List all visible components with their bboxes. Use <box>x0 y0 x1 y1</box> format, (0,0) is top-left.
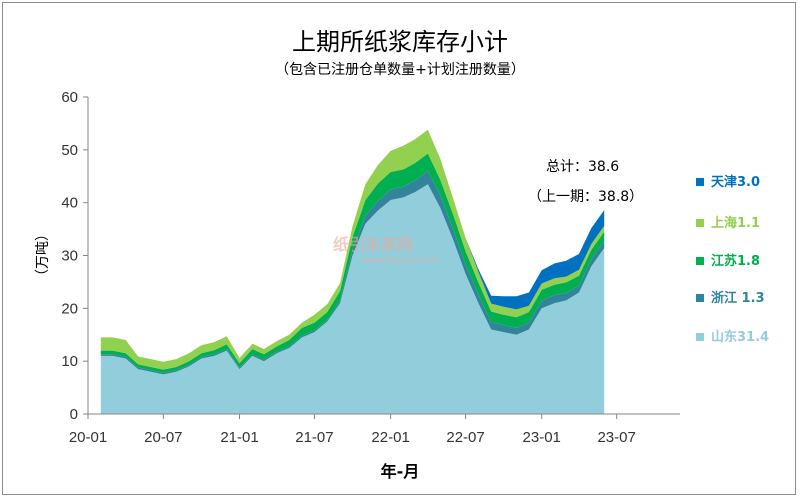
legend-label-1: 上海1.1 <box>711 215 760 231</box>
x-tick-label-4: 22-01 <box>371 429 409 446</box>
legend-label-0: 天津3.0 <box>711 174 760 190</box>
x-tick-label-5: 22-07 <box>446 429 484 446</box>
legend-swatch-0 <box>696 178 704 186</box>
y-tick-label-2: 20 <box>61 300 78 317</box>
y-tick-label-1: 10 <box>61 353 78 370</box>
x-axis-label: 年-月 <box>380 462 420 481</box>
x-tick-label-2: 21-01 <box>220 429 258 446</box>
y-tick-label-4: 40 <box>61 195 78 212</box>
x-tick-label-0: 20-01 <box>69 429 107 446</box>
legend-swatch-4 <box>696 333 704 341</box>
y-tick-label-6: 60 <box>61 89 78 106</box>
y-tick-label-5: 50 <box>61 142 78 159</box>
legend-label-2: 江苏1.8 <box>711 253 760 269</box>
series-area-0 <box>100 184 605 414</box>
x-tick-label-6: 23-01 <box>523 429 561 446</box>
legend-swatch-2 <box>696 257 704 265</box>
legend-label-3: 浙江 1.3 <box>711 290 765 306</box>
chart-title: 上期所纸浆库存小计 <box>292 28 508 56</box>
previous-period-annotation: （上一期：38.8） <box>528 189 643 205</box>
watermark-logo-text: 纸引未来网 <box>333 235 413 254</box>
y-tick-label-0: 0 <box>70 406 78 423</box>
watermark-url: www.51zywl.com <box>362 256 440 266</box>
y-tick-label-3: 30 <box>61 248 78 265</box>
total-annotation: 总计：38.6 <box>546 159 619 175</box>
chart-subtitle: （包含已注册仓单数量+计划注册数量） <box>275 62 525 78</box>
x-tick-label-3: 21-07 <box>295 429 333 446</box>
legend-label-4: 山东31.4 <box>711 329 769 345</box>
legend-swatch-1 <box>696 219 704 227</box>
x-tick-label-1: 20-07 <box>144 429 182 446</box>
legend-swatch-3 <box>696 294 704 302</box>
x-tick-label-7: 23-07 <box>597 429 635 446</box>
